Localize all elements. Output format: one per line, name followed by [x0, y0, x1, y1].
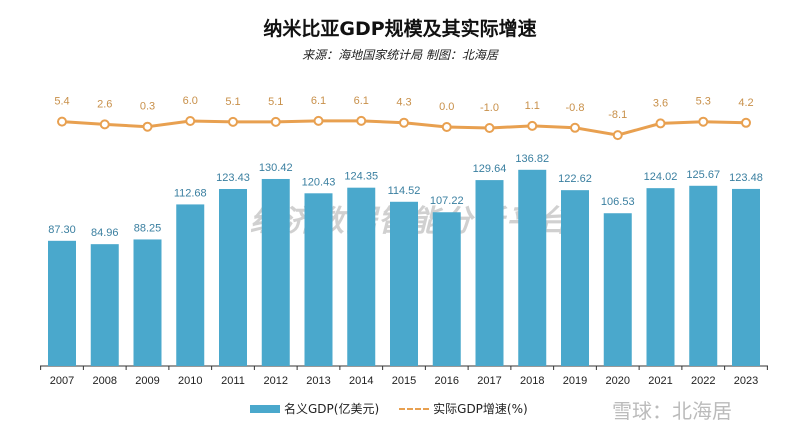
legend-line-label: 实际GDP增速(%)	[433, 402, 528, 416]
growth-label: 4.3	[396, 97, 411, 109]
bar-label: 129.64	[473, 163, 507, 175]
bar-label: 124.02	[644, 171, 678, 183]
bar-label: 112.68	[174, 187, 207, 199]
bar-label: 106.53	[601, 196, 635, 208]
growth-point-2009	[142, 121, 153, 132]
growth-point-2008	[99, 119, 110, 130]
x-tick-label: 2020	[606, 375, 630, 387]
bar-label: 123.48	[729, 172, 763, 184]
growth-label: 6.1	[311, 95, 326, 107]
x-tick-label: 2013	[306, 375, 330, 387]
bar-label: 124.35	[344, 171, 378, 183]
growth-point-2019	[570, 122, 580, 133]
bar-2013	[304, 193, 333, 366]
x-tick-label: 2015	[392, 375, 416, 387]
bar-label: 84.96	[91, 227, 119, 239]
growth-point-2012	[270, 116, 281, 127]
bar-2015	[390, 201, 418, 366]
x-tick-label: 2018	[520, 375, 544, 387]
growth-point-2010	[185, 116, 196, 126]
growth-point-2013	[313, 115, 324, 126]
growth-label: 0.3	[140, 101, 155, 113]
x-tick-label: 2022	[691, 375, 715, 387]
x-tick-label: 2008	[93, 375, 117, 387]
x-tick-label: 2010	[178, 375, 202, 387]
growth-point-2017	[484, 123, 495, 133]
growth-label: 5.1	[225, 96, 240, 108]
growth-point-2016	[441, 122, 452, 132]
x-tick-label: 2009	[135, 375, 159, 387]
bar-2014	[347, 187, 376, 366]
growth-point-2007	[57, 116, 67, 127]
growth-label: 6.1	[354, 95, 369, 107]
growth-label: 1.1	[525, 100, 540, 112]
growth-label: 5.3	[696, 96, 711, 108]
growth-label: 5.4	[54, 96, 69, 108]
growth-label: 5.1	[268, 96, 283, 108]
growth-label: 4.2	[738, 97, 753, 109]
bar-2023	[732, 188, 760, 366]
growth-point-2023	[741, 117, 751, 128]
growth-label: -1.0	[480, 102, 499, 114]
x-tick-label: 2023	[734, 375, 758, 387]
bar-label: 130.42	[259, 162, 293, 174]
bar-label: 88.25	[134, 222, 162, 234]
bar-2009	[133, 239, 162, 366]
x-tick-label: 2012	[264, 375, 288, 387]
xueqiu-watermark: 雪球：北海居	[612, 399, 732, 423]
bar-2007	[48, 240, 76, 366]
bar-2012	[261, 178, 290, 366]
bar-label: 125.67	[686, 169, 720, 181]
bar-2011	[219, 189, 247, 366]
growth-label: 0.0	[439, 101, 454, 113]
x-tick-label: 2021	[648, 375, 672, 387]
x-tick-label: 2014	[349, 375, 373, 387]
legend-line-swatch	[399, 407, 430, 410]
legend-bar-label: 名义GDP(亿美元)	[284, 402, 380, 416]
chart-subtitle: 来源：海地国家统计局 制图：北海居	[302, 48, 498, 62]
growth-label: 2.6	[97, 98, 112, 110]
bar-label: 114.52	[388, 185, 421, 197]
bar-label: 107.22	[430, 195, 464, 207]
growth-label: -8.1	[608, 109, 627, 121]
chart-title: 纳米比亚GDP规模及其实际增速	[263, 18, 537, 40]
bar-2021	[646, 188, 675, 366]
growth-point-2015	[399, 117, 409, 128]
bar-2020	[603, 213, 632, 366]
bar-2018	[518, 169, 547, 366]
bar-2016	[432, 212, 461, 366]
x-tick-label: 2019	[563, 375, 587, 387]
growth-point-2014	[356, 115, 367, 126]
bar-2017	[475, 180, 504, 366]
x-tick-label: 2007	[50, 375, 74, 387]
legend-bar-swatch	[250, 404, 280, 413]
growth-point-2021	[655, 118, 666, 129]
growth-label: -0.8	[566, 102, 585, 114]
growth-label: 6.0	[183, 95, 198, 107]
x-tick-label: 2017	[477, 375, 501, 387]
bar-2010	[176, 204, 205, 366]
x-tick-label: 2016	[435, 375, 459, 387]
growth-point-2018	[527, 120, 538, 131]
growth-point-2011	[228, 116, 238, 127]
bar-2019	[561, 190, 589, 366]
bar-2008	[90, 244, 119, 366]
growth-point-2022	[698, 116, 709, 127]
bar-label: 136.82	[515, 153, 549, 165]
bar-label: 123.43	[216, 172, 250, 184]
x-tick-label: 2011	[221, 375, 245, 387]
legend: 名义GDP(亿美元) 实际GDP增速(%)	[250, 400, 528, 417]
bar-2022	[689, 185, 718, 366]
growth-label: 3.6	[653, 97, 668, 109]
bar-label: 87.30	[48, 224, 76, 236]
growth-point-2020	[612, 130, 623, 141]
bar-label: 120.43	[302, 176, 336, 188]
bar-label: 122.62	[558, 173, 592, 185]
